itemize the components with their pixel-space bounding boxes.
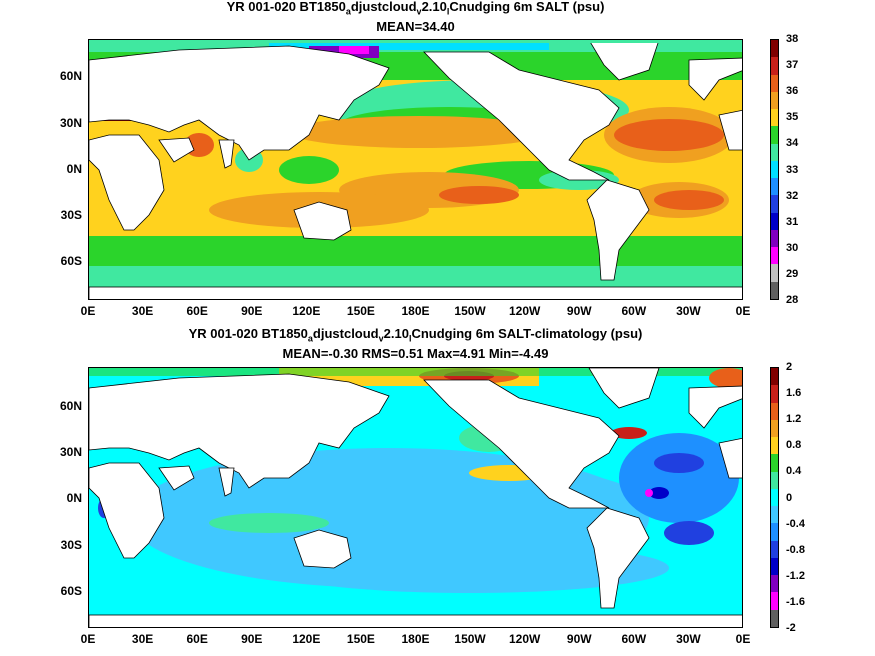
colorbar-tick-label: 0.8 — [786, 439, 802, 452]
colorbar-tick-label: 30 — [786, 241, 799, 254]
colorbar-salinity — [770, 39, 779, 300]
x-tick-label: 30E — [131, 632, 154, 646]
colorbar-tick-label: -1.2 — [786, 569, 805, 582]
colorbar-segment — [771, 609, 778, 627]
x-tick-label: 150E — [346, 632, 375, 646]
x-tick-label: 90E — [241, 304, 263, 318]
colorbar-tick-label: 38 — [786, 33, 799, 45]
x-tick-label: 0E — [80, 304, 96, 318]
colorbar-segment — [771, 368, 778, 386]
colorbar-segment — [771, 212, 778, 230]
colorbar-segment — [771, 264, 778, 282]
colorbar-segment — [771, 160, 778, 179]
x-tick-label: 90W — [566, 304, 592, 318]
x-tick-label: 0E — [735, 632, 751, 646]
x-tick-label: 180E — [401, 304, 430, 318]
colorbar-tick-label: 32 — [786, 189, 799, 202]
x-tick-label: 90E — [241, 632, 263, 646]
colorbar-segment — [771, 471, 778, 489]
colorbar-tick-label: 0.4 — [786, 465, 802, 478]
colorbar-tick-label: -0.8 — [786, 543, 805, 556]
y-tick-label: 0N — [66, 491, 82, 505]
panel-1-subtitle: MEAN=34.40 — [376, 19, 455, 34]
colorbar-segment — [771, 385, 778, 403]
colorbar-segment — [771, 557, 778, 576]
colorbar-segment — [771, 247, 778, 265]
colorbar-tick-label: 1.6 — [786, 387, 802, 400]
colorbar-segment — [771, 437, 778, 455]
x-tick-label: 120E — [292, 304, 321, 318]
x-tick-label: 60E — [186, 632, 208, 646]
x-tick-label: 90W — [566, 632, 592, 646]
y-tick-label: 30N — [59, 116, 82, 130]
colorbar-segment — [771, 592, 778, 610]
colorbar-tick-label: -2 — [786, 622, 796, 634]
x-tick-label: 120W — [508, 304, 541, 318]
y-tick-label: 60N — [59, 69, 82, 83]
colorbar-tick-label: 29 — [786, 267, 799, 280]
x-tick-label: 180E — [401, 632, 430, 646]
x-tick-label: 120W — [508, 632, 541, 646]
colorbar-tick-label: 33 — [786, 163, 799, 176]
x-tick-label: 150E — [346, 304, 375, 318]
y-tick-label: 60S — [60, 254, 82, 268]
colorbar-tick-label: -0.4 — [786, 517, 805, 530]
colorbar-segment — [771, 281, 778, 299]
colorbar-salinity-bias — [770, 367, 779, 628]
colorbar-tick-label: 34 — [786, 137, 799, 150]
colorbar-tick-label: 0 — [786, 491, 793, 504]
colorbar-segment — [771, 143, 778, 161]
panel-1-title: YR 001-020 BT1850adjustcloudv2.10lCnudgi… — [226, 0, 605, 17]
x-tick-label: 30W — [676, 632, 701, 646]
colorbar-segment — [771, 523, 778, 541]
colorbar-tick-label: 31 — [786, 215, 799, 228]
salinity-bias-map — [88, 367, 743, 628]
colorbar-segment — [771, 575, 778, 593]
colorbar-tick-label: 1.2 — [786, 413, 802, 426]
colorbar-segment — [771, 402, 778, 420]
colorbar-tick-label: 37 — [786, 59, 799, 72]
colorbar-segment — [771, 40, 778, 58]
colorbar-segment — [771, 488, 778, 507]
y-tick-label: 30N — [59, 445, 82, 459]
colorbar-segment — [771, 109, 778, 127]
colorbar-segment — [771, 540, 778, 558]
colorbar-tick-label: 28 — [786, 294, 799, 306]
x-tick-label: 0E — [80, 632, 96, 646]
panel-2-title: YR 001-020 BT1850adjustcloudv2.10lCnudgi… — [188, 326, 643, 344]
colorbar-segment — [771, 506, 778, 524]
y-tick-label: 0N — [66, 162, 82, 176]
colorbar-segment — [771, 57, 778, 75]
colorbar-segment — [771, 178, 778, 196]
x-tick-label: 120E — [292, 632, 321, 646]
y-tick-label: 30S — [60, 208, 82, 222]
salinity-map — [88, 39, 743, 300]
colorbar-segment — [771, 419, 778, 438]
colorbar-tick-label: -1.6 — [786, 595, 805, 608]
x-tick-label: 0E — [735, 304, 751, 318]
y-tick-label: 60N — [59, 399, 82, 413]
x-tick-label: 60E — [186, 304, 208, 318]
x-tick-label: 150W — [454, 632, 486, 646]
colorbar-segment — [771, 74, 778, 92]
y-tick-label: 30S — [60, 538, 82, 552]
colorbar-segment — [771, 195, 778, 213]
colorbar-segment — [771, 126, 778, 144]
colorbar-tick-label: 35 — [786, 111, 799, 124]
colorbar-segment — [771, 91, 778, 110]
x-tick-label: 30W — [676, 304, 701, 318]
colorbar-segment — [771, 454, 778, 472]
colorbar-tick-label: 36 — [786, 85, 799, 98]
x-tick-label: 60W — [621, 632, 647, 646]
colorbar-tick-label: 2 — [786, 361, 793, 373]
panel-2-subtitle: MEAN=-0.30 RMS=0.51 Max=4.91 Min=-4.49 — [282, 346, 549, 361]
x-tick-label: 30E — [131, 304, 154, 318]
y-tick-label: 60S — [60, 584, 82, 598]
x-tick-label: 60W — [621, 304, 647, 318]
x-tick-label: 150W — [454, 304, 486, 318]
colorbar-segment — [771, 229, 778, 248]
